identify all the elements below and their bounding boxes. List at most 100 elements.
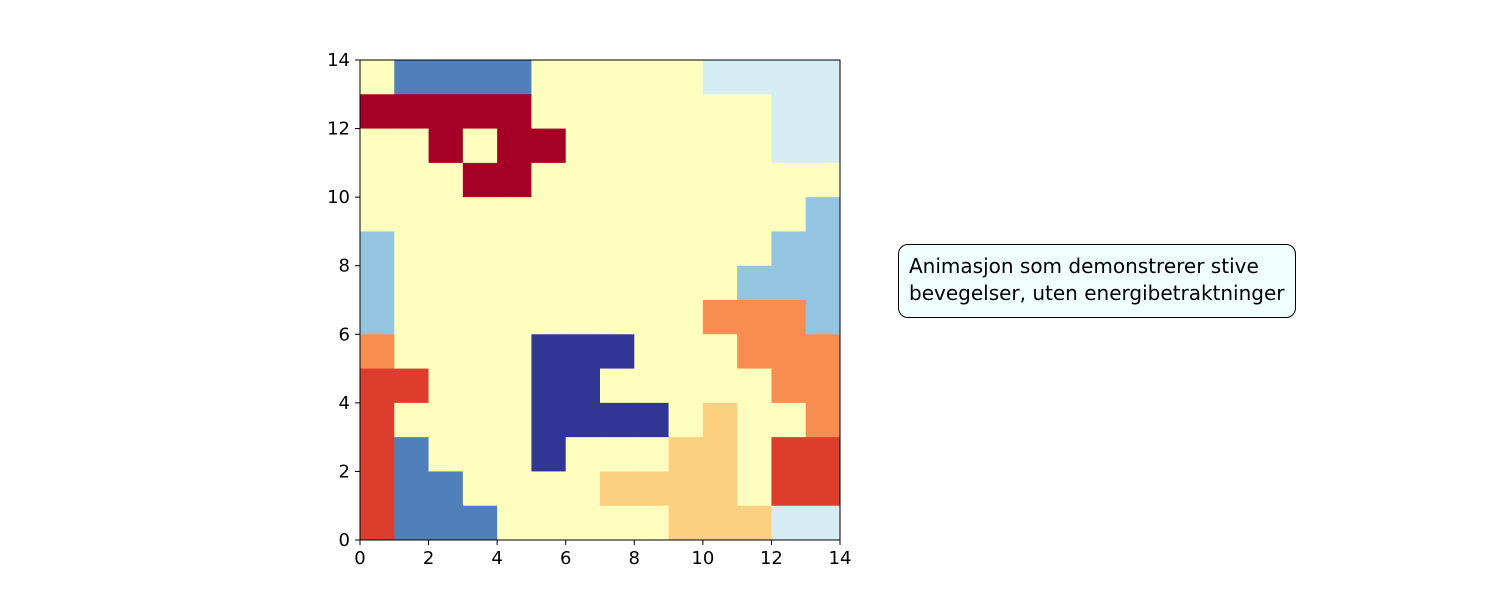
heatmap-cell <box>737 437 772 472</box>
heatmap-cell <box>668 437 704 472</box>
heatmap-cell <box>702 197 738 232</box>
heatmap-cell <box>702 402 738 438</box>
heatmap-cell <box>428 334 464 370</box>
plot-frame <box>359 59 841 541</box>
heatmap-cell <box>531 471 567 507</box>
heatmap-cell <box>702 231 738 267</box>
heatmap-cell <box>394 94 430 130</box>
heatmap-cell <box>771 60 807 95</box>
heatmap-cell <box>668 265 704 301</box>
heatmap-cell <box>702 334 738 370</box>
heatmap-cell <box>497 505 532 541</box>
heatmap-cell <box>805 162 841 198</box>
heatmap-cell <box>771 128 807 164</box>
annotation-line-2: bevegelser, uten energibetraktninger <box>909 281 1285 305</box>
heatmap-cell <box>805 437 841 472</box>
heatmap-cell <box>702 368 738 404</box>
heatmap-cell <box>600 402 635 438</box>
heatmap-cell <box>702 60 738 95</box>
heatmap-cell <box>600 197 635 232</box>
y-tick-label: 8 <box>339 256 350 277</box>
heatmap-cell <box>737 402 772 438</box>
heatmap-cell <box>634 197 670 232</box>
heatmap-cell <box>462 60 498 95</box>
heatmap-cell <box>634 437 670 472</box>
heatmap-cell <box>771 162 807 198</box>
heatmap-cell <box>360 471 395 507</box>
heatmap-cell <box>497 162 532 198</box>
heatmap-cell <box>771 402 807 438</box>
heatmap-cell <box>702 265 738 301</box>
heatmap-cell <box>462 231 498 267</box>
heatmap-cell <box>737 471 772 507</box>
annotation-box: Animasjon som demonstrerer stive bevegel… <box>898 244 1296 318</box>
x-tick-label: 2 <box>423 548 434 569</box>
heatmap-cell <box>497 300 532 335</box>
heatmap-cell <box>531 128 567 164</box>
heatmap-cell <box>360 94 395 130</box>
heatmap-cell <box>600 162 635 198</box>
heatmap-cell <box>600 265 635 301</box>
heatmap-cell <box>360 162 395 198</box>
heatmap-cell <box>737 300 772 335</box>
heatmap-cell <box>702 128 738 164</box>
heatmap-cell <box>462 300 498 335</box>
heatmap-cell <box>565 402 601 438</box>
heatmap-cell <box>428 94 464 130</box>
heatmap-cell <box>737 94 772 130</box>
heatmap-cell <box>394 128 430 164</box>
heatmap-cell <box>668 334 704 370</box>
heatmap-cell <box>805 505 841 541</box>
x-tick-label: 6 <box>560 548 571 569</box>
heatmap-cell <box>394 60 430 95</box>
heatmap-cell <box>634 368 670 404</box>
heatmap-cell <box>600 94 635 130</box>
heatmap-cell <box>531 94 567 130</box>
heatmap-cell <box>634 128 670 164</box>
heatmap-cell <box>565 231 601 267</box>
heatmap-cell <box>428 368 464 404</box>
heatmap-cell <box>531 265 567 301</box>
heatmap-cell <box>394 505 430 541</box>
heatmap-cell <box>531 505 567 541</box>
heatmap-cell <box>565 265 601 301</box>
heatmap-cell <box>600 231 635 267</box>
heatmap-cell <box>771 437 807 472</box>
heatmap-cell <box>634 471 670 507</box>
heatmap-cell <box>668 94 704 130</box>
heatmap-cell <box>360 334 395 370</box>
heatmap-cell <box>428 265 464 301</box>
heatmap-cell <box>771 231 807 267</box>
heatmap-cell <box>497 402 532 438</box>
heatmap-cell <box>565 128 601 164</box>
heatmap-cell <box>737 231 772 267</box>
heatmap-cell <box>737 368 772 404</box>
heatmap-cell <box>805 60 841 95</box>
heatmap-cell <box>634 231 670 267</box>
heatmap-cell <box>771 368 807 404</box>
x-tick-label: 10 <box>691 548 714 569</box>
heatmap-cell <box>531 162 567 198</box>
heatmap-cell <box>428 162 464 198</box>
heatmap-cell <box>668 231 704 267</box>
heatmap-cell <box>702 162 738 198</box>
heatmap-cell <box>497 471 532 507</box>
heatmap-cell <box>668 128 704 164</box>
y-tick-label: 2 <box>339 461 350 482</box>
heatmap-cell <box>668 402 704 438</box>
heatmap-cell <box>565 437 601 472</box>
heatmap-cell <box>394 197 430 232</box>
heatmap-cell <box>462 368 498 404</box>
heatmap-cell <box>805 368 841 404</box>
heatmap-cell <box>737 334 772 370</box>
heatmap-cell <box>428 60 464 95</box>
y-tick-label: 4 <box>339 393 350 414</box>
heatmap-cell <box>531 60 567 95</box>
heatmap-cell <box>702 437 738 472</box>
heatmap-cell <box>634 402 670 438</box>
heatmap-cell <box>565 368 601 404</box>
heatmap-cell <box>428 197 464 232</box>
heatmap-cell <box>634 300 670 335</box>
heatmap-cell <box>462 162 498 198</box>
